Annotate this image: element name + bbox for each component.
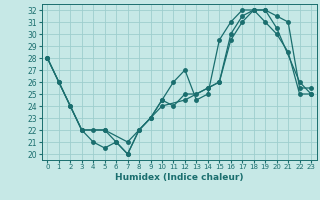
X-axis label: Humidex (Indice chaleur): Humidex (Indice chaleur) — [115, 173, 244, 182]
